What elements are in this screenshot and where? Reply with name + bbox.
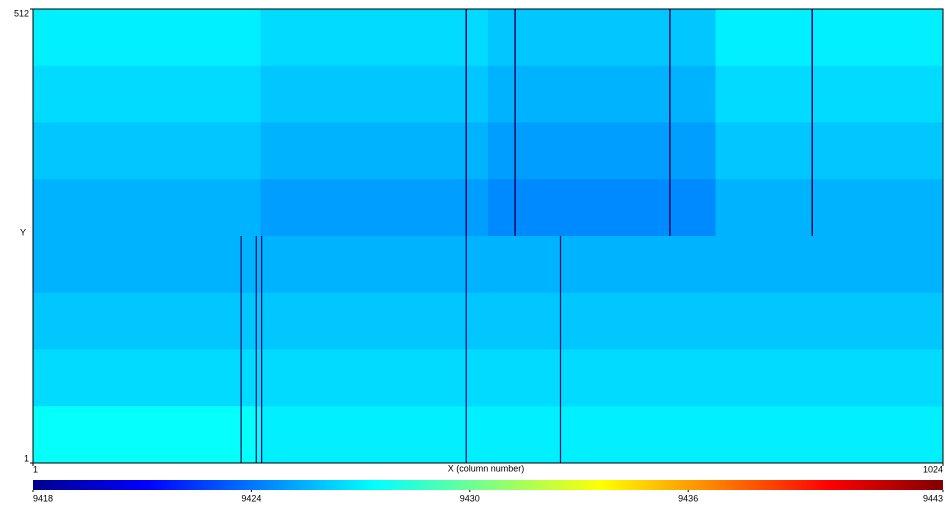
- heatmap-cell: [715, 292, 944, 350]
- heatmap-cell: [715, 406, 944, 464]
- x-axis-label: X (column number): [448, 463, 525, 473]
- x-tick-label: 1: [33, 464, 38, 474]
- heatmap-cell: [260, 9, 489, 67]
- heatmap-cell: [33, 349, 261, 407]
- heatmap-cell: [260, 122, 489, 180]
- heatmap-cell: [260, 65, 489, 123]
- heatmap-cell: [715, 9, 944, 67]
- y-axis-label: Y: [20, 227, 26, 237]
- heatmap-cell: [715, 65, 944, 123]
- colorbar-tick-label: 9436: [678, 493, 698, 503]
- heatmap-cell: [488, 179, 716, 237]
- y-tick-label: 1: [24, 453, 29, 463]
- heatmap-cell: [33, 236, 261, 294]
- heatmap-cell: [488, 292, 716, 350]
- heatmap-cell: [488, 349, 716, 407]
- colorbar-tick-label: 9418: [33, 493, 53, 503]
- colorbar-tick-label: 9424: [241, 493, 261, 503]
- heatmap-cell: [715, 236, 944, 294]
- heatmap-cell: [488, 236, 716, 294]
- heatmap-cell: [33, 9, 261, 67]
- x-tick-label: 1024: [923, 464, 943, 474]
- heatmap-cell: [715, 122, 944, 180]
- heatmap-cell: [260, 406, 489, 464]
- heatmap-cell: [260, 236, 489, 294]
- heatmap-cell: [488, 122, 716, 180]
- heatmap-cell: [715, 349, 944, 407]
- colorbar-tick-label: 9443: [923, 493, 943, 503]
- y-tick-label: 512: [14, 8, 29, 18]
- heatmap-cell: [33, 179, 261, 237]
- heatmap-cell: [33, 122, 261, 180]
- heatmap-cell: [33, 65, 261, 123]
- heatmap-cell: [488, 406, 716, 464]
- heatmap-cell: [715, 179, 944, 237]
- heatmap-cell: [33, 406, 261, 464]
- heatmap-cell: [260, 292, 489, 350]
- heatmap-cell: [488, 9, 716, 67]
- heatmap-cell: [33, 292, 261, 350]
- heatmap-cell: [260, 349, 489, 407]
- plot-frame: [32, 8, 944, 464]
- colorbar-tick-label: 9430: [460, 493, 480, 503]
- heatmap-cell: [488, 65, 716, 123]
- colorbar: [33, 480, 943, 490]
- heatmap-cell: [260, 179, 489, 237]
